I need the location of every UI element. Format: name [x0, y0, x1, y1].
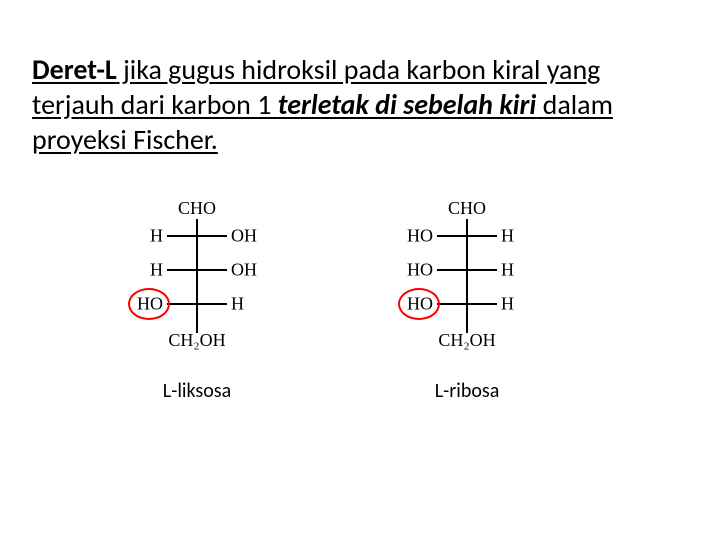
fischer-bond-right	[197, 303, 227, 305]
fischer-substituent-right: OH	[231, 226, 257, 247]
fischer-substituent-right: H	[501, 260, 514, 281]
fischer-bond-right	[467, 303, 497, 305]
figure-l-liksosa: CHOHOHHOHHOHCH₂OH L-liksosa	[102, 197, 292, 403]
fischer-substituent-left: HO	[407, 226, 433, 247]
fischer-top-label: CHO	[102, 197, 292, 219]
fischer-row: HO H	[102, 287, 292, 321]
fischer-bond-left	[167, 303, 197, 305]
fischer-bond-left	[167, 269, 197, 271]
fischer-substituent-right: H	[231, 294, 244, 315]
figures-row: CHOHOHHOHHOHCH₂OH L-liksosa CHOHOHHOHHOH…	[32, 197, 688, 403]
fischer-bond-left	[437, 303, 467, 305]
fischer-bond-left	[437, 269, 467, 271]
caption-l-ribosa: L-ribosa	[435, 379, 500, 403]
fischer-l-liksosa: CHOHOHHOHHOHCH₂OH	[102, 197, 292, 351]
fischer-bond-left	[437, 235, 467, 237]
fischer-substituent-left: HO	[137, 294, 163, 315]
fischer-bond-right	[197, 269, 227, 271]
fischer-row: HO H	[372, 253, 562, 287]
heading-text: Deret-L jika gugus hidroksil pada karbon…	[32, 52, 688, 157]
caption-l-liksosa: L-liksosa	[163, 379, 231, 403]
fischer-bond-right	[467, 235, 497, 237]
fischer-substituent-right: H	[501, 294, 514, 315]
fischer-l-ribosa: CHOHOHHOHHOHCH₂OH	[372, 197, 562, 351]
fischer-substituent-left: H	[150, 260, 163, 281]
fischer-substituent-left: HO	[407, 294, 433, 315]
figure-l-ribosa: CHOHOHHOHHOHCH₂OH L-ribosa	[372, 197, 562, 403]
fischer-substituent-right: OH	[231, 260, 257, 281]
fischer-bond-right	[467, 269, 497, 271]
fischer-substituent-left: HO	[407, 260, 433, 281]
fischer-row: HO H	[372, 287, 562, 321]
fischer-row: H OH	[102, 219, 292, 253]
fischer-row: H OH	[102, 253, 292, 287]
heading-seg1: Deret-L	[32, 52, 117, 87]
fischer-substituent-right: H	[501, 226, 514, 247]
fischer-bond-left	[167, 235, 197, 237]
fischer-top-label: CHO	[372, 197, 562, 219]
fischer-row: HO H	[372, 219, 562, 253]
heading-seg3: terletak di sebelah kiri	[278, 87, 537, 122]
fischer-bond-right	[197, 235, 227, 237]
fischer-substituent-left: H	[150, 226, 163, 247]
